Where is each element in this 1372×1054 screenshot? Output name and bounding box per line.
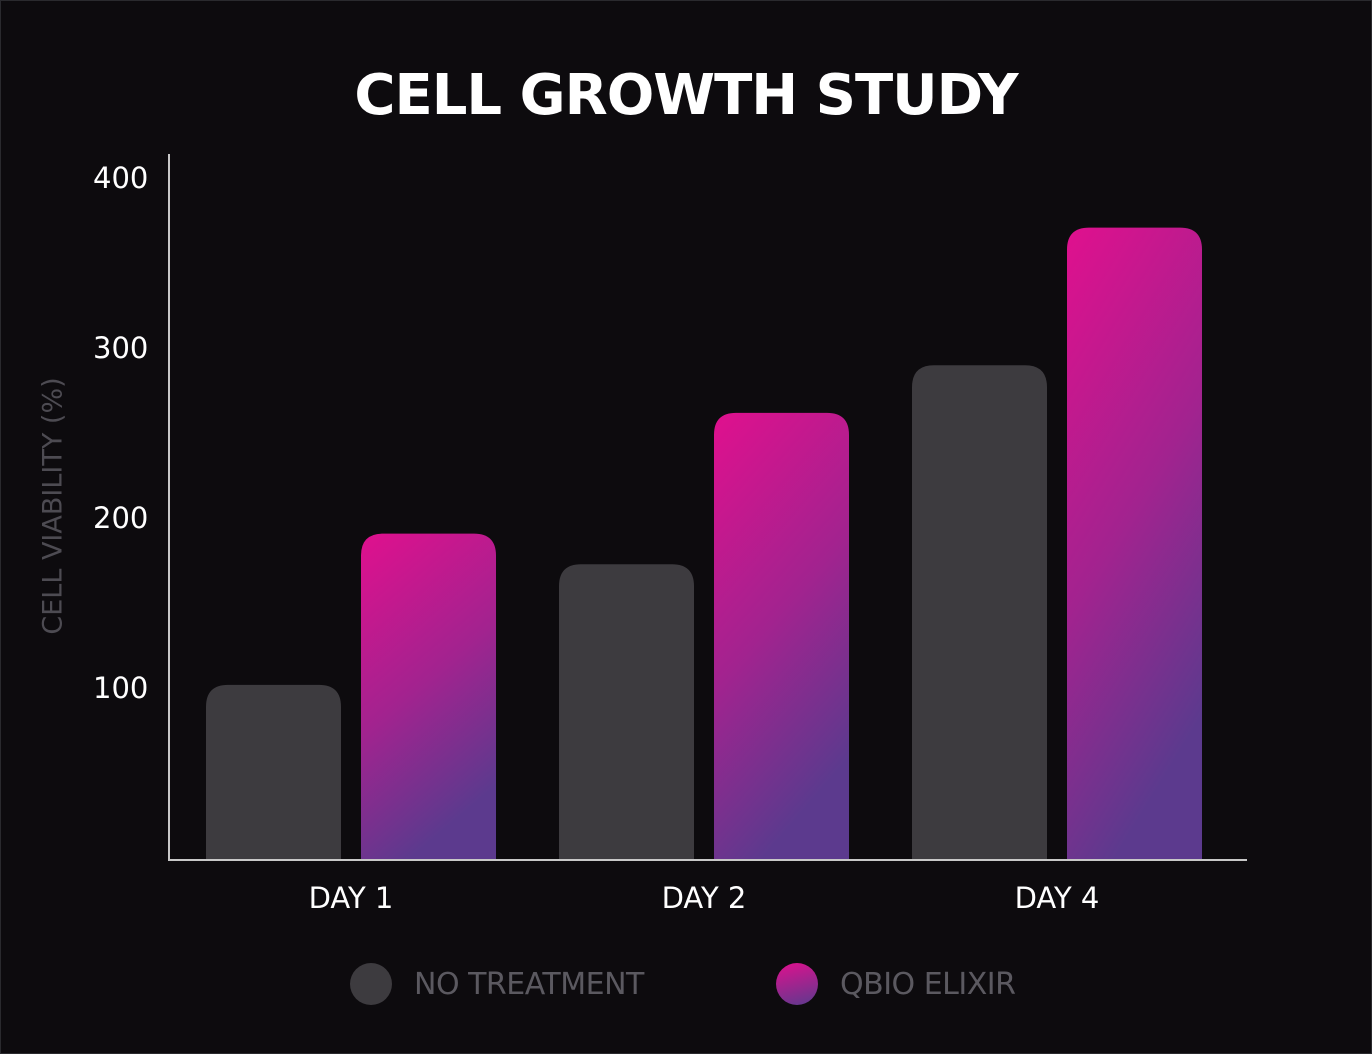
y-tick-label-200: 200 [93, 501, 148, 535]
legend-label-qbio-elixir: QBIO ELIXIR [840, 966, 1016, 1002]
bar-qbio-elixir-day-1 [361, 533, 496, 860]
y-tick-labels: 100 200 300 400 [93, 161, 148, 705]
chart-title: CELL GROWTH STUDY [354, 63, 1018, 128]
bars-group [206, 227, 1202, 861]
x-tick-labels: DAY 1 DAY 2 DAY 4 [309, 881, 1100, 915]
axes-group [168, 154, 1247, 861]
x-tick-label-day-1: DAY 1 [309, 881, 394, 915]
bar-qbio-elixir-day-2 [714, 412, 849, 860]
legend: NO TREATMENT QBIO ELIXIR [1, 961, 1371, 1011]
legend-item-qbio-elixir: QBIO ELIXIR [776, 961, 1016, 1007]
legend-item-no-treatment: NO TREATMENT [350, 961, 644, 1007]
bar-no-treatment-day-4 [912, 365, 1047, 860]
x-tick-label-day-2: DAY 2 [662, 881, 747, 915]
y-tick-label-100: 100 [93, 671, 148, 705]
legend-swatch-no-treatment [350, 963, 392, 1005]
x-tick-label-day-4: DAY 4 [1015, 881, 1100, 915]
legend-swatch-qbio-elixir [776, 963, 818, 1005]
bar-qbio-elixir-day-4 [1067, 227, 1202, 861]
y-tick-label-300: 300 [93, 331, 148, 365]
bar-no-treatment-day-1 [206, 684, 341, 860]
legend-label-no-treatment: NO TREATMENT [414, 966, 644, 1002]
y-axis-label: CELL VIABILITY (%) [38, 377, 69, 634]
bar-no-treatment-day-2 [559, 564, 694, 860]
y-tick-label-400: 400 [93, 161, 148, 195]
